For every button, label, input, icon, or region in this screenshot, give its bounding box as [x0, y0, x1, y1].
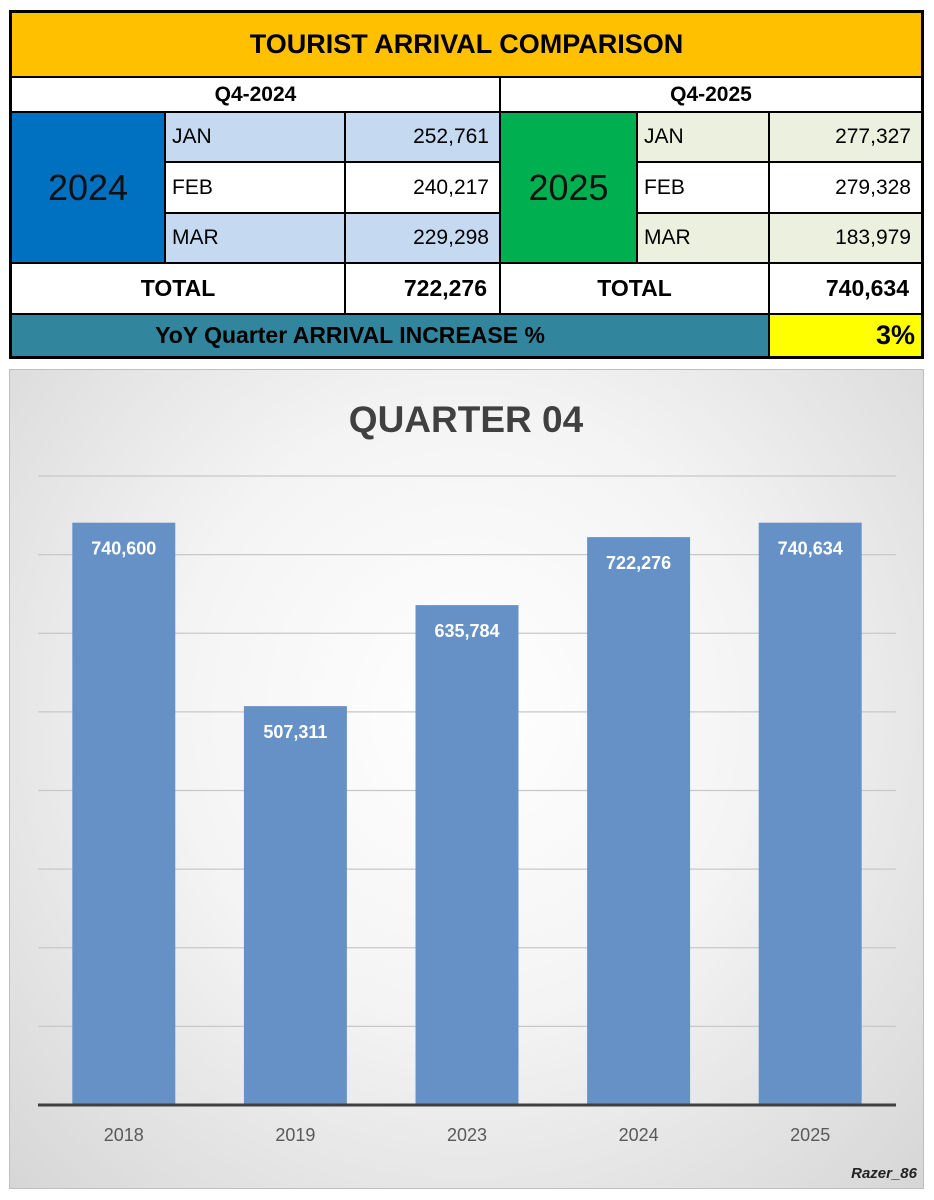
value-jan-2025: 277,327: [769, 112, 922, 162]
table-title: TOURIST ARRIVAL COMPARISON: [11, 12, 922, 77]
data-label-2018: 740,600: [91, 539, 156, 559]
bar-2023: [415, 605, 519, 1105]
bar-2024: [587, 537, 691, 1105]
yoy-increase-label: YoY Quarter ARRIVAL INCREASE %: [11, 314, 769, 357]
author-credit: Razer_86: [851, 1165, 917, 1182]
total-label-2025: TOTAL: [500, 263, 769, 314]
value-feb-2025: 279,328: [769, 162, 922, 213]
value-mar-2024: 229,298: [345, 213, 500, 263]
x-tick-label-2024: 2024: [619, 1125, 659, 1145]
data-label-2023: 635,784: [434, 621, 499, 641]
data-label-2025: 740,634: [778, 539, 843, 559]
x-tick-label-2018: 2018: [104, 1125, 144, 1145]
data-label-2024: 722,276: [606, 553, 671, 573]
month-feb-2025: FEB: [637, 162, 769, 213]
value-mar-2025: 183,979: [769, 213, 922, 263]
x-tick-label-2019: 2019: [275, 1125, 315, 1145]
q4-2024-header: Q4-2024: [11, 77, 500, 112]
bar-2018: [72, 522, 176, 1105]
total-value-2024: 722,276: [345, 263, 500, 314]
data-label-2019: 507,311: [263, 722, 327, 742]
year-2024-cell: 2024: [11, 112, 165, 263]
month-jan-2024: JAN: [165, 112, 345, 162]
total-label-2024: TOTAL: [11, 263, 345, 314]
chart-canvas: QUARTER 04 740,600 2018 507,311 2019 635,784 2…: [38, 399, 896, 1145]
value-feb-2024: 240,217: [345, 162, 500, 213]
q4-2025-header: Q4-2025: [500, 77, 922, 112]
month-mar-2025: MAR: [637, 213, 769, 263]
arrival-comparison-table: TOURIST ARRIVAL COMPARISON Q4-2024 Q4-20…: [9, 10, 924, 359]
yoy-increase-value: 3%: [769, 314, 922, 357]
x-tick-label-2023: 2023: [447, 1125, 487, 1145]
year-2025-cell: 2025: [500, 112, 637, 263]
bar-2025: [758, 522, 862, 1105]
x-tick-label-2025: 2025: [790, 1125, 830, 1145]
total-value-2025: 740,634: [769, 263, 922, 314]
month-feb-2024: FEB: [165, 162, 345, 213]
quarter-04-bar-chart: QUARTER 04 740,600 2018 507,311 2019 635,784 2…: [9, 369, 924, 1189]
value-jan-2024: 252,761: [345, 112, 500, 162]
month-jan-2025: JAN: [637, 112, 769, 162]
bar-2019: [243, 706, 347, 1105]
month-mar-2024: MAR: [165, 213, 345, 263]
chart-title: QUARTER 04: [349, 399, 584, 440]
